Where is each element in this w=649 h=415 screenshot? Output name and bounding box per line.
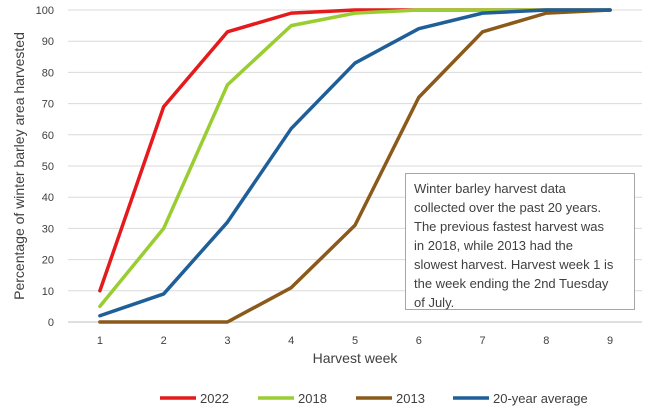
x-tick-label: 7 — [479, 335, 485, 347]
series-lines — [98, 8, 612, 324]
y-tick-label: 100 — [36, 5, 54, 17]
annotation-line: Winter barley harvest data — [414, 181, 566, 196]
annotation-box: Winter barley harvest data collected ove… — [405, 173, 635, 310]
y-tick-label: 30 — [42, 223, 54, 235]
y-axis-title: Percentage of winter barley area harvest… — [11, 32, 27, 300]
annotation-line: in 2018, while 2013 had the — [414, 238, 574, 253]
x-axis-title: Harvest week — [313, 350, 399, 366]
annotation-line: slowest harvest. Harvest week 1 is — [414, 257, 614, 272]
y-tick-label: 40 — [42, 192, 54, 204]
y-tick-label: 20 — [42, 255, 54, 267]
legend-label-2018: 2018 — [298, 391, 327, 406]
x-tick-label: 9 — [607, 335, 613, 347]
x-tick-label: 1 — [97, 335, 103, 347]
legend: 2022 2018 2013 20-year average — [160, 391, 588, 406]
series-line-20-year-average — [98, 8, 612, 318]
y-tick-labels: 0 10 20 30 40 50 60 70 80 90 100 — [36, 5, 54, 329]
y-tick-label: 60 — [42, 130, 54, 142]
x-tick-labels: 1 2 3 4 5 6 7 8 9 — [97, 335, 613, 347]
x-tick-label: 8 — [543, 335, 549, 347]
legend-label-20-year-average: 20-year average — [493, 391, 588, 406]
y-tick-label: 0 — [48, 317, 54, 329]
annotation-line: the week ending the 2nd Tuesday — [414, 276, 609, 291]
x-tick-label: 5 — [352, 335, 358, 347]
legend-label-2013: 2013 — [396, 391, 425, 406]
x-tick-label: 2 — [161, 335, 167, 347]
series-line-2013 — [98, 8, 612, 324]
x-tick-label: 4 — [288, 335, 294, 347]
y-tick-label: 50 — [42, 161, 54, 173]
x-tick-label: 6 — [416, 335, 422, 347]
annotation-line: collected over the past 20 years. — [414, 200, 602, 215]
y-tick-label: 70 — [42, 99, 54, 111]
legend-label-2022: 2022 — [200, 391, 229, 406]
y-tick-label: 90 — [42, 36, 54, 48]
x-tick-label: 3 — [224, 335, 230, 347]
annotation-line: of July. — [414, 295, 455, 310]
annotation-line: The previous fastest harvest was — [414, 219, 605, 234]
y-tick-label: 80 — [42, 67, 54, 79]
y-tick-label: 10 — [42, 286, 54, 298]
